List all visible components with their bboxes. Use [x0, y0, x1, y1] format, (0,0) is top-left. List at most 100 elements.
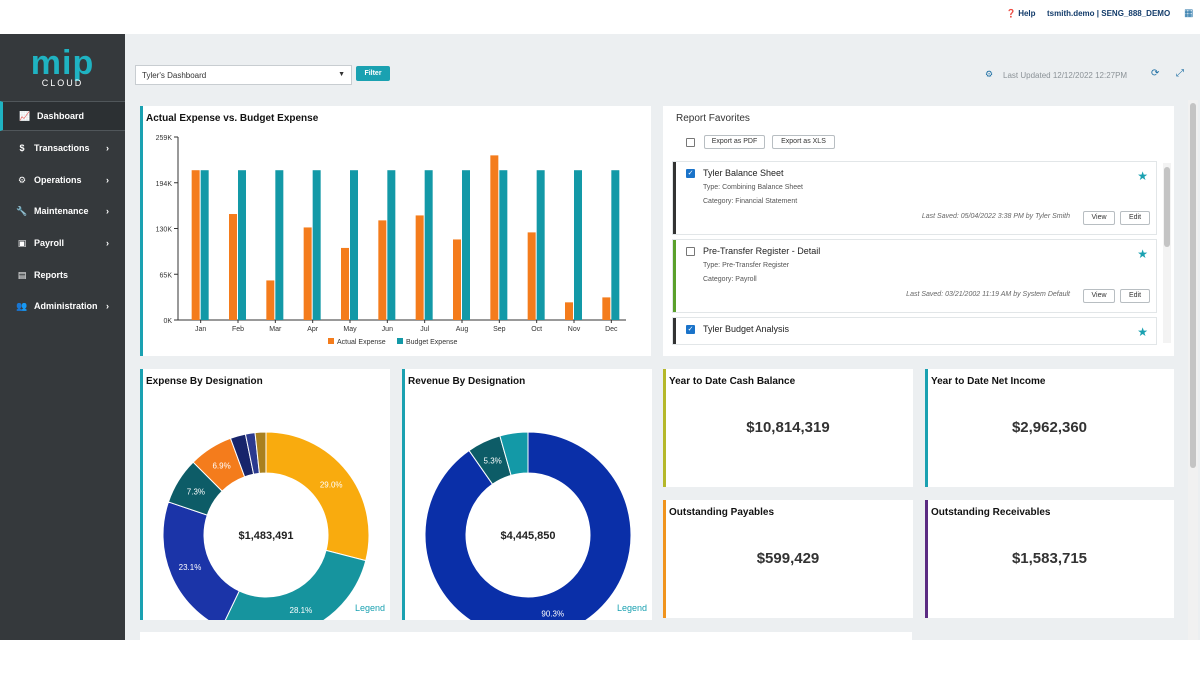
chart-line-icon: 📈 — [19, 110, 31, 121]
edit-button[interactable]: Edit — [1120, 211, 1150, 225]
x-tick-label: Jan — [195, 326, 206, 333]
sidebar-item-label: Transactions — [34, 143, 90, 153]
bar-budget-expense[interactable] — [238, 170, 246, 320]
help-link[interactable]: ❓ Help — [1006, 9, 1036, 18]
report-name[interactable]: Tyler Balance Sheet — [703, 168, 784, 178]
x-tick-label: Feb — [232, 326, 244, 333]
sidebar-item-maintenance[interactable]: 🔧 Maintenance › — [0, 196, 125, 226]
bar-actual-expense[interactable] — [565, 302, 573, 320]
report-checkbox[interactable]: ✓ — [686, 169, 695, 178]
kpi-value: $1,583,715 — [1011, 550, 1088, 567]
donut-slice[interactable] — [424, 431, 632, 620]
sidebar-item-payroll[interactable]: ▣ Payroll › — [0, 228, 125, 258]
sidebar-item-administration[interactable]: 👥 Administration › — [0, 291, 125, 321]
sidebar-item-reports[interactable]: ▤ Reports — [0, 260, 125, 290]
dollar-icon: $ — [19, 143, 25, 153]
document-icon: ▤ — [17, 269, 27, 280]
help-icon: ❓ — [1006, 9, 1016, 18]
actual-vs-budget-card: Actual Expense vs. Budget Expense 0K 65K 1… — [140, 106, 651, 356]
sidebar-item-dashboard[interactable]: 📈 Dashboard — [0, 101, 125, 131]
legend-label[interactable]: Budget Expense — [406, 339, 457, 346]
view-button[interactable]: View — [1083, 289, 1115, 303]
bar-actual-expense[interactable] — [453, 239, 461, 320]
bar-actual-expense[interactable] — [490, 155, 499, 320]
outstanding-receivables-card[interactable]: Outstanding Receivables $1,583,715 — [925, 500, 1174, 618]
sidebar-item-transactions[interactable]: $ Transactions › — [0, 133, 125, 163]
bar-budget-expense[interactable] — [574, 170, 582, 320]
bar-budget-expense[interactable] — [312, 170, 321, 320]
bar-actual-expense[interactable] — [303, 227, 312, 320]
ytd-net-income-card[interactable]: Year to Date Net Income $2,962,360 — [925, 369, 1174, 487]
donut-slice[interactable] — [254, 431, 267, 474]
bar-actual-expense[interactable] — [378, 220, 387, 320]
scrollbar-thumb[interactable] — [1164, 167, 1170, 247]
report-name[interactable]: Tyler Budget Analysis — [703, 324, 790, 334]
export-pdf-button[interactable]: Export as PDF — [704, 135, 765, 149]
slice-label: 7.3% — [187, 487, 205, 496]
bar-budget-expense[interactable] — [462, 170, 470, 320]
report-checkbox[interactable] — [686, 247, 695, 256]
report-checkbox[interactable]: ✓ — [686, 325, 695, 334]
star-icon[interactable]: ★ — [1137, 247, 1148, 261]
chevron-down-icon: ▼ — [338, 71, 345, 78]
export-xls-button[interactable]: Export as XLS — [772, 135, 835, 149]
filter-button[interactable]: Filter — [356, 66, 390, 81]
view-button[interactable]: View — [1083, 211, 1115, 225]
bar-budget-expense[interactable] — [275, 170, 284, 320]
sidebar-item-label: Operations — [34, 175, 82, 185]
card-accent — [663, 369, 666, 487]
expand-icon[interactable]: ⤢ — [1176, 68, 1184, 79]
page-scrollbar[interactable] — [1188, 100, 1198, 640]
mip-cloud-logo[interactable]: mip CLOUD — [30, 44, 95, 88]
bar-actual-expense[interactable] — [415, 215, 424, 320]
apps-grid-icon[interactable]: ▦ — [1184, 8, 1194, 19]
kpi-value: $2,962,360 — [1011, 419, 1088, 436]
dashboard-select[interactable]: Tyler's Dashboard ▼ — [135, 65, 352, 85]
bar-budget-expense[interactable] — [611, 170, 620, 320]
report-list-scrollbar[interactable] — [1163, 163, 1171, 343]
legend-label[interactable]: Actual Expense — [337, 339, 386, 346]
gear-icon[interactable]: ⚙ — [985, 69, 994, 79]
app-frame: mip CLOUD 📈 Dashboard $ Transactions › ⚙ Opera… — [0, 34, 1200, 640]
bar-actual-expense[interactable] — [229, 214, 237, 320]
bar-budget-expense[interactable] — [424, 170, 433, 320]
star-icon[interactable]: ★ — [1137, 169, 1148, 183]
outstanding-payables-card[interactable]: Outstanding Payables $599,429 — [663, 500, 913, 618]
kpi-value: $599,429 — [756, 550, 820, 567]
bar-budget-expense[interactable] — [350, 170, 358, 320]
select-all-checkbox[interactable] — [686, 138, 695, 147]
x-tick-label: Jul — [420, 326, 429, 333]
report-favorite-item[interactable]: ✓ Tyler Balance Sheet ★ Type: Combining Bal… — [672, 161, 1157, 235]
report-name[interactable]: Pre-Transfer Register - Detail — [703, 246, 821, 256]
report-favorite-item[interactable]: Pre-Transfer Register - Detail ★ Type: Pre… — [672, 239, 1157, 313]
donut-slice[interactable] — [499, 431, 529, 476]
revenue-legend-link[interactable]: Legend — [616, 603, 647, 613]
scrollbar-thumb[interactable] — [1190, 103, 1196, 468]
bar-actual-expense[interactable] — [341, 247, 349, 320]
report-category: Category: Financial Statement — [703, 198, 798, 205]
bar-actual-expense[interactable] — [266, 280, 275, 320]
donut-slice[interactable] — [222, 549, 367, 620]
slice-label: 28.1% — [290, 606, 313, 615]
donut-slice[interactable] — [265, 431, 370, 562]
refresh-icon[interactable]: ⟳ — [1151, 68, 1160, 79]
user-account-link[interactable]: tsmith.demo | SENG_888_DEMO — [1047, 9, 1171, 18]
kpi-value: $10,814,319 — [746, 419, 830, 436]
card-accent — [140, 106, 143, 356]
bar-budget-expense[interactable] — [387, 170, 396, 320]
bar-budget-expense[interactable] — [499, 170, 508, 320]
bar-actual-expense[interactable] — [602, 297, 611, 320]
x-tick-label: Apr — [307, 326, 319, 333]
edit-button[interactable]: Edit — [1120, 289, 1150, 303]
bar-actual-expense[interactable] — [527, 232, 536, 320]
expense-legend-link[interactable]: Legend — [354, 603, 385, 613]
x-tick-label: Oct — [531, 326, 542, 333]
bar-budget-expense[interactable] — [200, 170, 209, 320]
donut-slice[interactable] — [162, 501, 240, 620]
star-icon[interactable]: ★ — [1137, 325, 1148, 339]
bar-budget-expense[interactable] — [536, 170, 545, 320]
report-favorite-item[interactable]: ✓ Tyler Budget Analysis ★ — [672, 317, 1157, 345]
sidebar-item-operations[interactable]: ⚙ Operations › — [0, 165, 125, 195]
ytd-cash-balance-card[interactable]: Year to Date Cash Balance $10,814,319 — [663, 369, 913, 487]
bar-actual-expense[interactable] — [191, 170, 200, 320]
